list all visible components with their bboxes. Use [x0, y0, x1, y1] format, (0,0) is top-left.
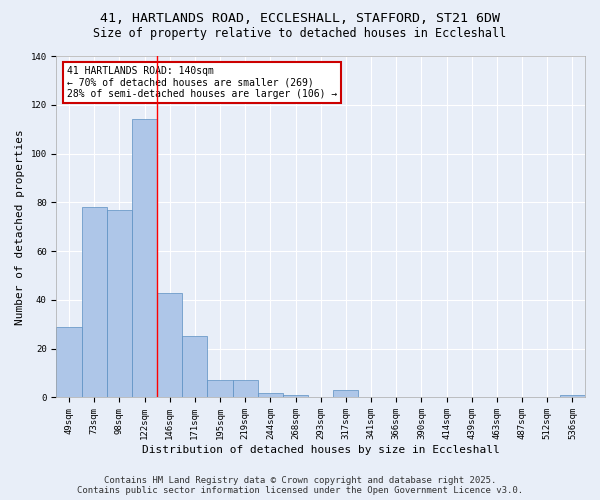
Text: 41 HARTLANDS ROAD: 140sqm
← 70% of detached houses are smaller (269)
28% of semi: 41 HARTLANDS ROAD: 140sqm ← 70% of detac…: [67, 66, 337, 100]
Text: 41, HARTLANDS ROAD, ECCLESHALL, STAFFORD, ST21 6DW: 41, HARTLANDS ROAD, ECCLESHALL, STAFFORD…: [100, 12, 500, 26]
Bar: [560, 395, 585, 398]
X-axis label: Distribution of detached houses by size in Eccleshall: Distribution of detached houses by size …: [142, 445, 500, 455]
Bar: [283, 395, 308, 398]
Text: Size of property relative to detached houses in Eccleshall: Size of property relative to detached ho…: [94, 28, 506, 40]
Bar: [208, 380, 233, 398]
Y-axis label: Number of detached properties: Number of detached properties: [15, 129, 25, 324]
Text: Contains HM Land Registry data © Crown copyright and database right 2025.
Contai: Contains HM Land Registry data © Crown c…: [77, 476, 523, 495]
Bar: [333, 390, 358, 398]
Bar: [56, 326, 82, 398]
Bar: [258, 392, 283, 398]
Bar: [157, 292, 182, 398]
Bar: [107, 210, 132, 398]
Bar: [233, 380, 258, 398]
Bar: [82, 207, 107, 398]
Bar: [132, 120, 157, 398]
Bar: [182, 336, 208, 398]
